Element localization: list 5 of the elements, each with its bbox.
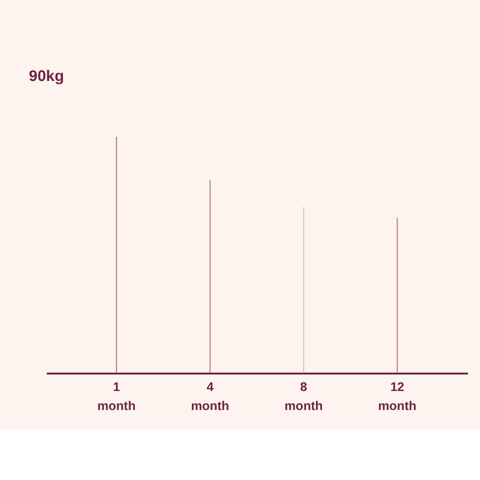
x-tick-label: 4 month — [190, 380, 230, 414]
text: 90kg — [28, 68, 64, 86]
x-tick-label: 8 month — [284, 380, 323, 414]
x-tick-label: 1 month — [97, 380, 136, 414]
x-tick-label: 12 month — [378, 380, 416, 414]
